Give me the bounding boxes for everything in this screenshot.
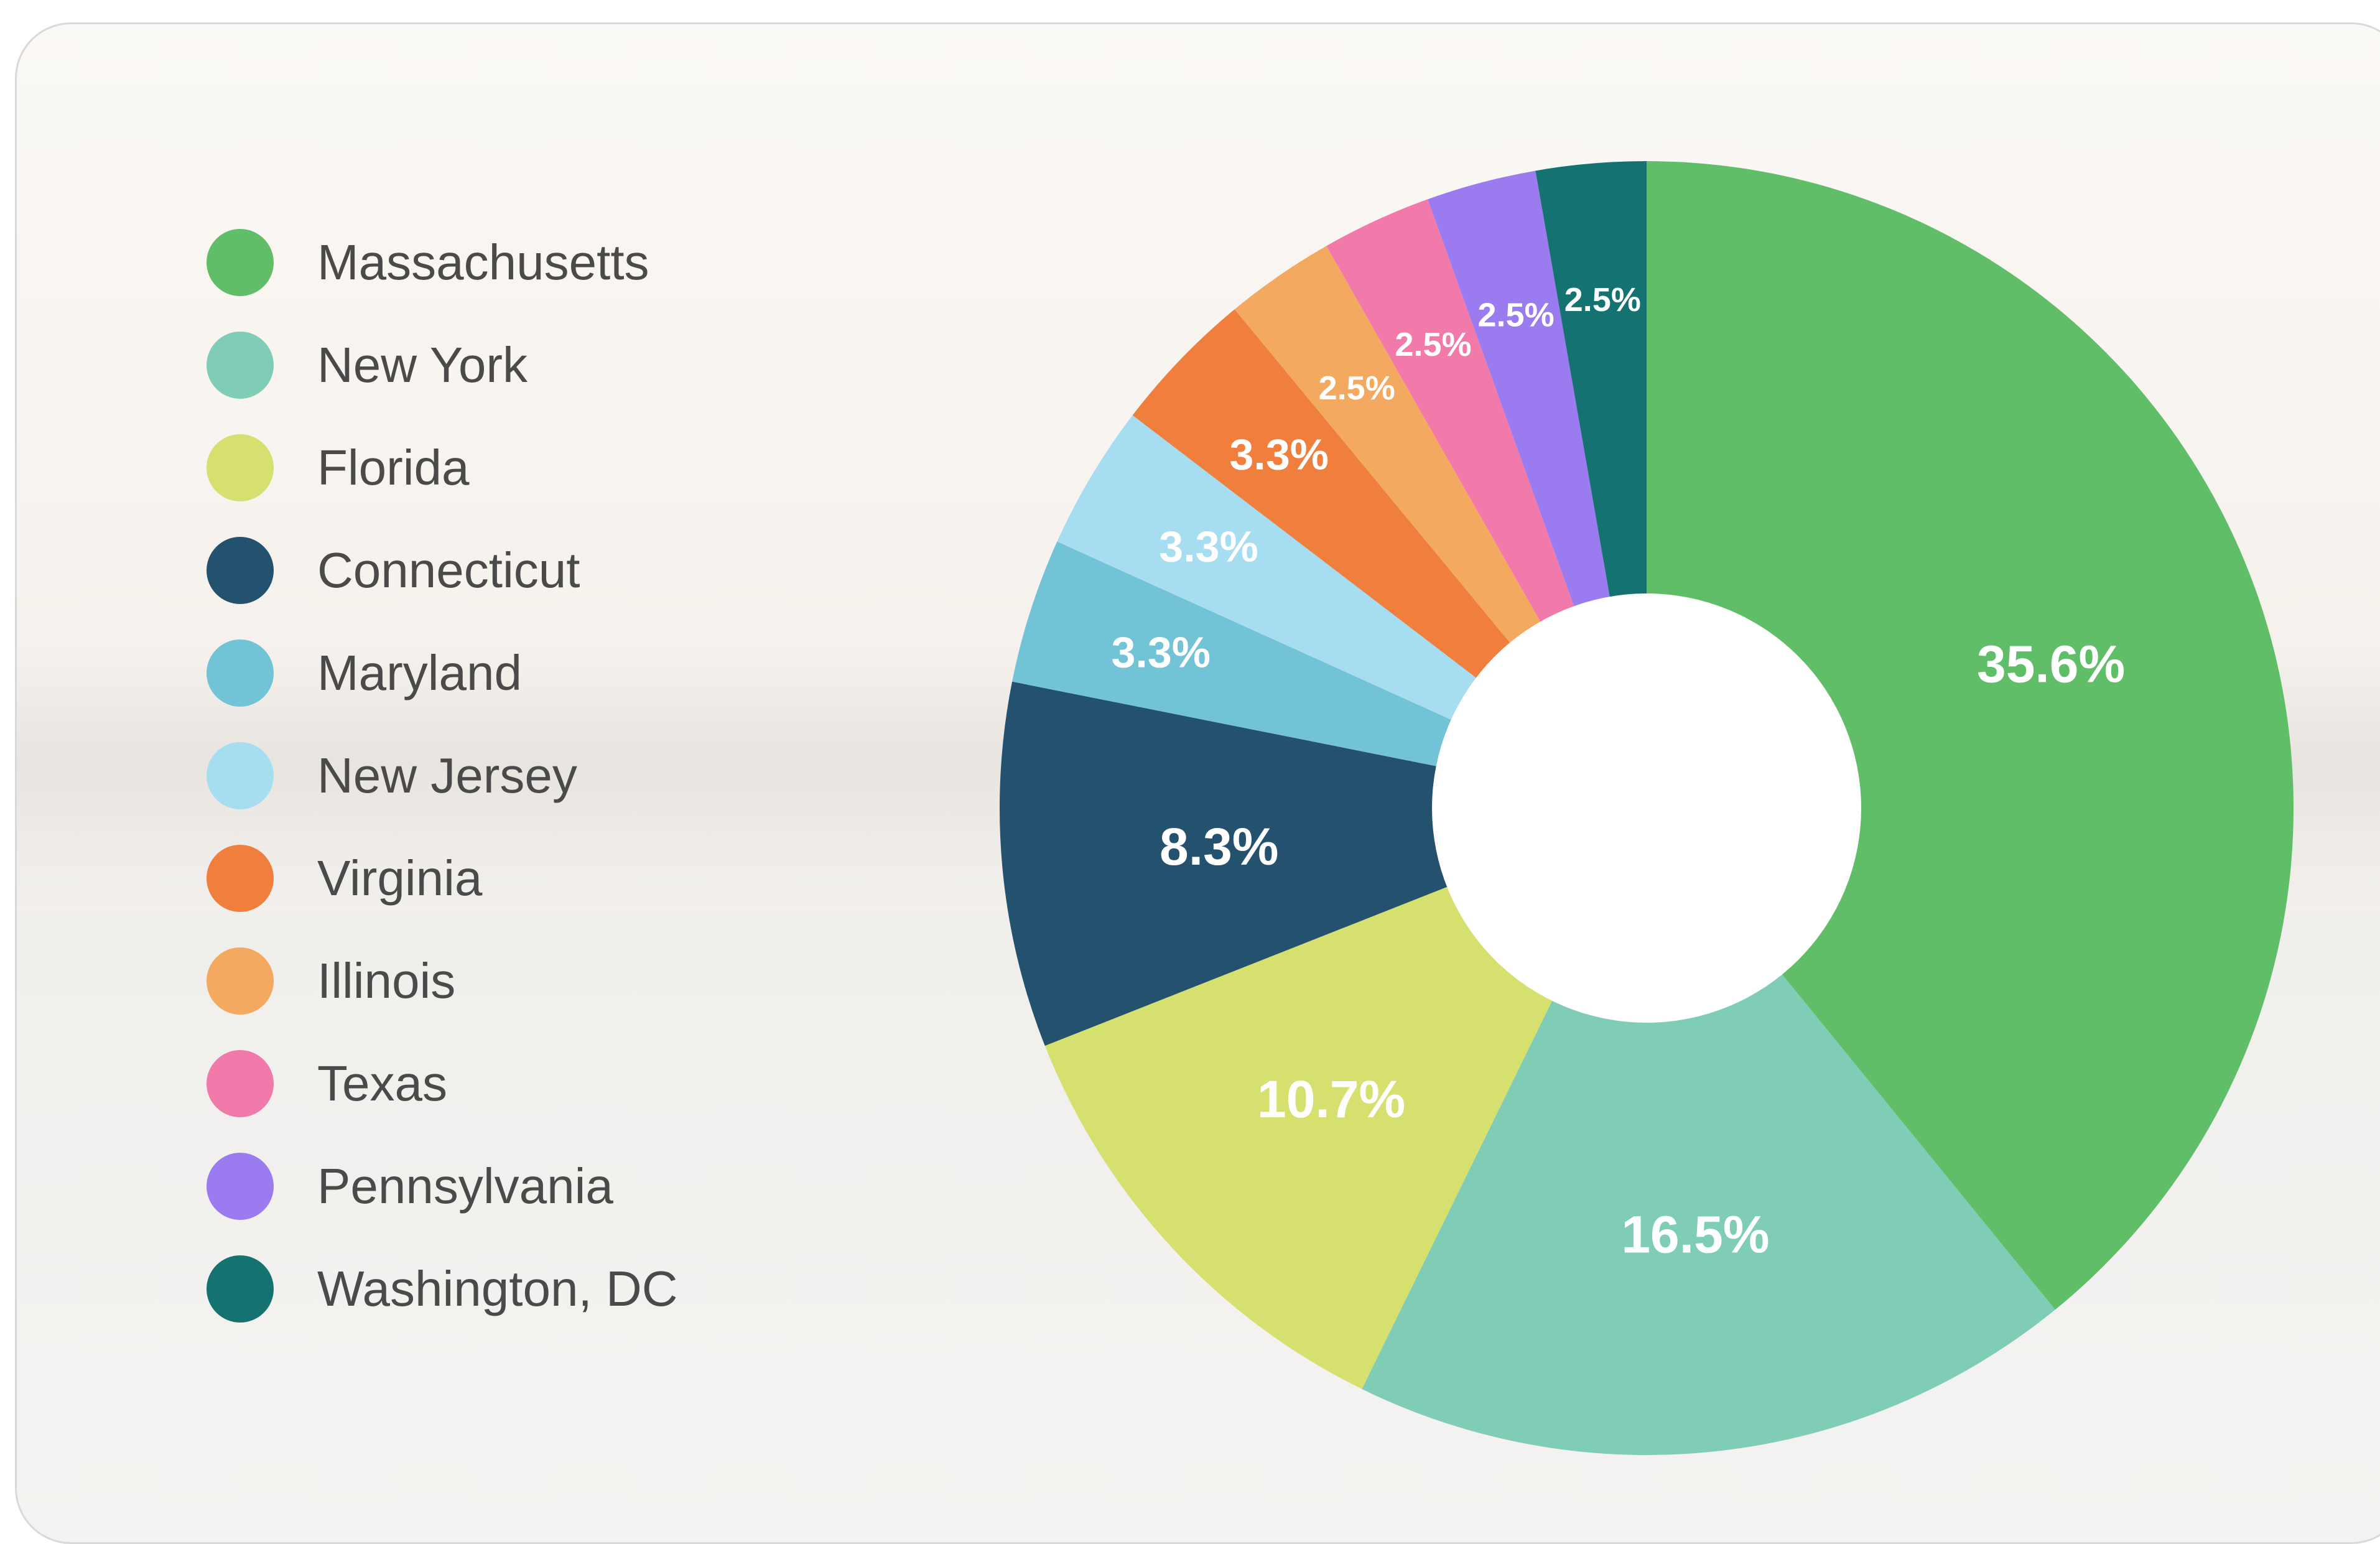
legend-item-maryland: Maryland: [207, 621, 829, 724]
legend-swatch: [207, 536, 274, 604]
legend-swatch: [207, 742, 274, 809]
legend-label: Texas: [317, 1055, 447, 1111]
slice-massachusetts[interactable]: [1647, 161, 2294, 1310]
legend-label: New Jersey: [317, 747, 577, 803]
legend-swatch: [207, 947, 274, 1015]
legend: Massachusetts New York Florida Connecticut M…: [207, 211, 829, 1340]
legend-item-illinois: Illinois: [207, 929, 829, 1032]
legend-swatch: [207, 1049, 274, 1117]
slice-label-virginia: 3.3%: [1229, 430, 1329, 478]
legend-item-virginia: Virginia: [207, 827, 829, 929]
chart-card: Massachusetts New York Florida Connecticut M…: [15, 22, 2380, 1544]
legend-label: Connecticut: [317, 542, 580, 598]
slice-label-pennsylvania: 2.5%: [1478, 296, 1555, 333]
donut-hole: [1432, 593, 1861, 1023]
legend-swatch: [207, 434, 274, 501]
legend-item-washington-dc: Washington, DC: [207, 1237, 829, 1340]
legend-item-massachusetts: Massachusetts: [207, 211, 829, 314]
legend-item-new-york: New York: [207, 314, 829, 416]
legend-swatch: [207, 228, 274, 296]
slice-label-texas: 2.5%: [1395, 326, 1471, 363]
slice-label-massachusetts: 35.6%: [1977, 635, 2125, 694]
legend-label: Virginia: [317, 850, 483, 906]
legend-label: Maryland: [317, 644, 523, 700]
legend-swatch: [207, 844, 274, 912]
slice-label-washington-dc: 2.5%: [1564, 281, 1641, 319]
slice-new-york[interactable]: [1362, 808, 2055, 1456]
slice-label-illinois: 2.5%: [1319, 370, 1395, 407]
slice-label-new-york: 16.5%: [1621, 1206, 1769, 1264]
legend-swatch: [207, 1152, 274, 1220]
donut-chart: 35.6%16.5%10.7%8.3%3.3%3.3%3.3%2.5%2.5%2…: [1000, 161, 2294, 1456]
slice-label-new-jersey: 3.3%: [1159, 522, 1258, 570]
legend-swatch: [207, 1255, 274, 1323]
legend-item-texas: Texas: [207, 1032, 829, 1135]
legend-label: Illinois: [317, 952, 456, 1008]
legend-label: Washington, DC: [317, 1260, 678, 1316]
legend-label: New York: [317, 337, 528, 393]
legend-label: Pennsylvania: [317, 1158, 613, 1214]
legend-label: Massachusetts: [317, 234, 649, 290]
slice-connecticut[interactable]: [1000, 681, 1647, 1046]
slice-label-connecticut: 8.3%: [1160, 817, 1278, 876]
legend-swatch: [207, 639, 274, 707]
legend-label: Florida: [317, 439, 470, 495]
legend-swatch: [207, 331, 274, 399]
slice-label-florida: 10.7%: [1257, 1070, 1405, 1128]
legend-item-new-jersey: New Jersey: [207, 724, 829, 827]
legend-item-florida: Florida: [207, 416, 829, 519]
legend-item-connecticut: Connecticut: [207, 519, 829, 621]
legend-item-pennsylvania: Pennsylvania: [207, 1135, 829, 1237]
slice-label-maryland: 3.3%: [1111, 628, 1211, 676]
